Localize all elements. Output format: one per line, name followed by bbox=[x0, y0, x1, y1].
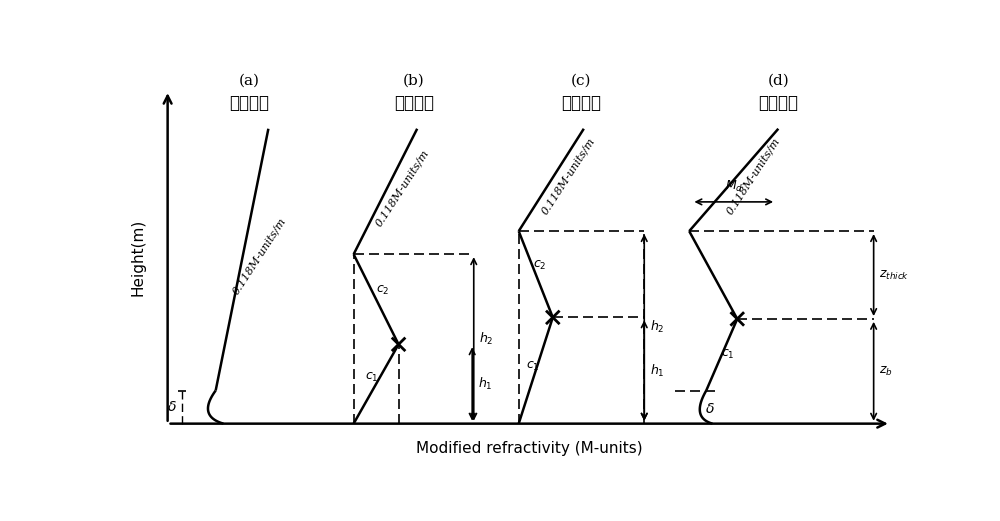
Text: $c_2$: $c_2$ bbox=[376, 283, 389, 296]
Text: $c_1$: $c_1$ bbox=[365, 371, 379, 384]
Text: (a): (a) bbox=[239, 74, 260, 88]
Text: $h_1$: $h_1$ bbox=[650, 363, 664, 379]
Text: $\delta$: $\delta$ bbox=[705, 402, 715, 416]
Text: $c_1$: $c_1$ bbox=[721, 348, 735, 361]
Text: (b): (b) bbox=[403, 74, 425, 88]
Text: 混合波导: 混合波导 bbox=[758, 94, 798, 113]
Text: $c_1$: $c_1$ bbox=[526, 360, 539, 373]
Text: 0.118M-units/m: 0.118M-units/m bbox=[540, 136, 597, 216]
Text: $M_d$: $M_d$ bbox=[725, 179, 743, 194]
Text: 悬空波导: 悬空波导 bbox=[561, 94, 601, 113]
Text: 0.118M-units/m: 0.118M-units/m bbox=[725, 136, 782, 216]
Text: $h_1$: $h_1$ bbox=[478, 376, 492, 392]
Text: $h_2$: $h_2$ bbox=[650, 319, 664, 336]
Text: $\delta$: $\delta$ bbox=[167, 400, 177, 414]
Text: 蔭发波导: 蔭发波导 bbox=[229, 94, 269, 113]
Text: 0.118M-units/m: 0.118M-units/m bbox=[374, 147, 431, 228]
Text: (c): (c) bbox=[571, 74, 592, 88]
Text: $h_2$: $h_2$ bbox=[479, 331, 494, 347]
Text: 0.118M-units/m: 0.118M-units/m bbox=[231, 216, 288, 296]
Text: $z_b$: $z_b$ bbox=[879, 365, 893, 378]
Text: Height(m): Height(m) bbox=[131, 218, 146, 295]
Text: 表面波导: 表面波导 bbox=[394, 94, 434, 113]
Text: $c_2$: $c_2$ bbox=[533, 258, 546, 271]
Text: Modified refractivity (M-units): Modified refractivity (M-units) bbox=[416, 441, 642, 456]
Text: $z_{thick}$: $z_{thick}$ bbox=[879, 268, 909, 281]
Text: (d): (d) bbox=[767, 74, 789, 88]
